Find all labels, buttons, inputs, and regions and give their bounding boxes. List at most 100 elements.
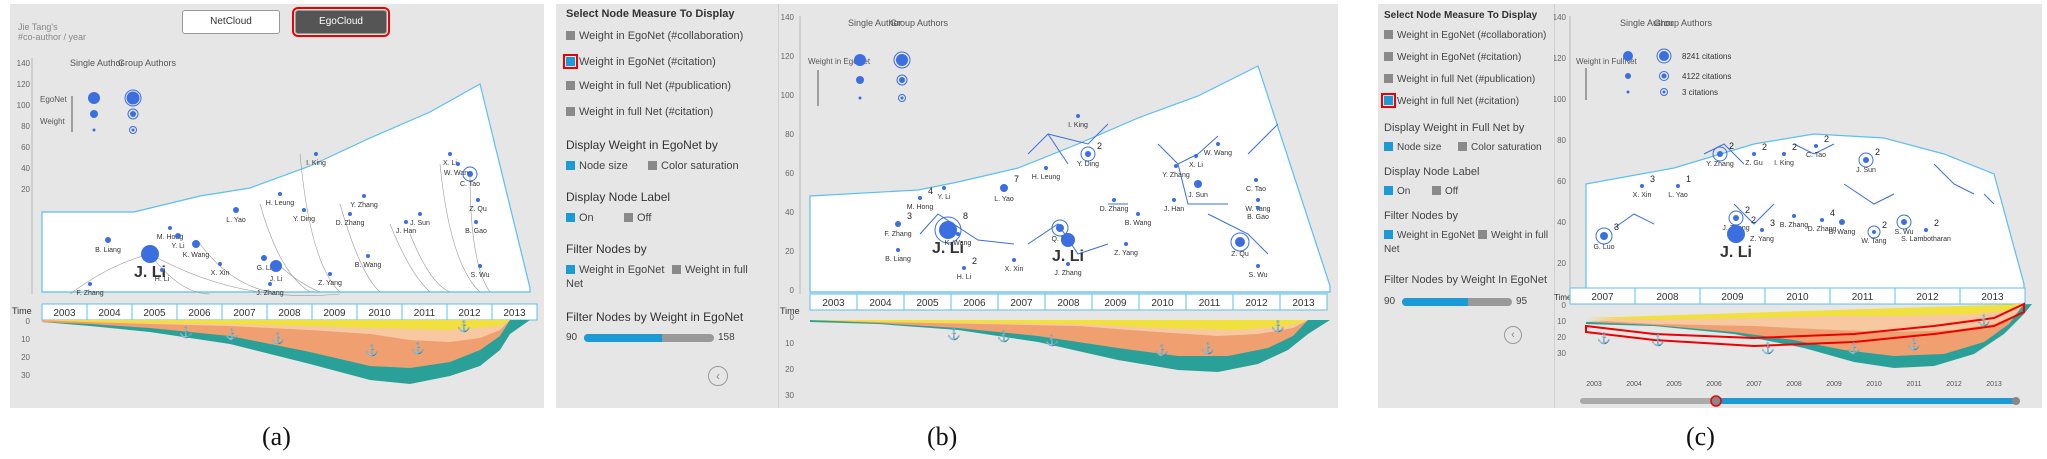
author-node[interactable] xyxy=(962,266,966,270)
collapse-icon-c[interactable]: ‹ xyxy=(1504,326,1522,344)
author-node[interactable] xyxy=(88,282,92,286)
netcloud-tab[interactable]: NetCloud xyxy=(182,10,280,34)
author-node[interactable] xyxy=(1066,262,1070,266)
author-node[interactable] xyxy=(1194,154,1198,158)
node-size-c[interactable]: Node size xyxy=(1384,142,1441,153)
author-node[interactable] xyxy=(1727,225,1745,243)
author-node[interactable] xyxy=(1782,152,1786,156)
author-node[interactable] xyxy=(1076,114,1080,118)
author-node[interactable] xyxy=(418,212,422,216)
range-handle-right-c[interactable] xyxy=(2012,397,2020,405)
opt2-b[interactable]: Weight in EgoNet (#citation) xyxy=(563,54,716,69)
author-node[interactable] xyxy=(328,272,332,276)
author-node[interactable] xyxy=(314,152,318,156)
author-node[interactable] xyxy=(1194,180,1202,188)
author-node[interactable] xyxy=(362,194,366,198)
author-node[interactable] xyxy=(1172,198,1176,202)
author-node[interactable] xyxy=(895,221,901,227)
author-node[interactable] xyxy=(160,268,164,272)
collapse-icon-b[interactable]: ‹ xyxy=(708,366,728,386)
author-node[interactable] xyxy=(175,233,181,239)
author-node[interactable] xyxy=(233,207,239,213)
slider-fill-c[interactable] xyxy=(1402,298,1468,306)
author-node[interactable] xyxy=(1676,184,1680,188)
author-node[interactable] xyxy=(1000,184,1008,192)
author-node[interactable] xyxy=(1924,228,1928,232)
node-size-b[interactable]: Node size xyxy=(566,160,628,172)
author-node[interactable] xyxy=(1872,230,1876,234)
author-node[interactable] xyxy=(467,171,473,177)
author-node[interactable] xyxy=(1863,157,1869,163)
author-node[interactable] xyxy=(1839,219,1845,225)
author-node[interactable] xyxy=(278,192,282,196)
color-sat-b[interactable]: Color saturation xyxy=(648,160,739,172)
author-node[interactable] xyxy=(1814,144,1818,148)
author-node[interactable] xyxy=(270,260,282,272)
author-node[interactable] xyxy=(1600,232,1608,240)
author-node[interactable] xyxy=(105,237,111,243)
author-node[interactable] xyxy=(1752,152,1756,156)
author-node[interactable] xyxy=(1061,233,1075,247)
author-node[interactable] xyxy=(1256,206,1260,210)
author-node[interactable] xyxy=(192,240,200,248)
author-node[interactable] xyxy=(1733,215,1739,221)
author-node[interactable] xyxy=(942,186,946,190)
label-on-c[interactable]: On xyxy=(1384,186,1410,197)
slider-fill-b[interactable] xyxy=(584,334,662,342)
author-node[interactable] xyxy=(448,152,452,156)
author-node[interactable] xyxy=(1760,228,1764,232)
author-node[interactable] xyxy=(1901,219,1907,225)
author-node[interactable] xyxy=(1124,242,1128,246)
author-node[interactable] xyxy=(1820,218,1824,222)
opt4-c[interactable]: Weight in full Net (#citation) xyxy=(1381,93,1519,108)
egocloud-tab[interactable]: EgoCloud xyxy=(292,7,390,37)
author-node[interactable] xyxy=(1085,151,1091,157)
author-node[interactable] xyxy=(1717,151,1723,157)
label-off-b[interactable]: Off xyxy=(624,212,651,224)
range-handle-left-c[interactable] xyxy=(1710,395,1722,407)
author-node[interactable] xyxy=(474,220,478,224)
author-node[interactable] xyxy=(1792,214,1796,218)
author-node[interactable] xyxy=(268,282,272,286)
author-node[interactable] xyxy=(1640,184,1644,188)
author-node[interactable] xyxy=(1254,178,1258,182)
opt3-b[interactable]: Weight in full Net (#publication) xyxy=(566,80,731,92)
author-node[interactable] xyxy=(348,212,352,216)
author-node[interactable] xyxy=(478,264,482,268)
opt3-c[interactable]: Weight in full Net (#publication) xyxy=(1384,74,1535,85)
filter1-c[interactable]: Weight in EgoNet xyxy=(1384,230,1475,241)
author-node[interactable] xyxy=(366,254,370,258)
author-node[interactable] xyxy=(1174,164,1178,168)
author-node[interactable] xyxy=(896,248,900,252)
author-node[interactable] xyxy=(476,198,480,202)
opt1-c[interactable]: Weight in EgoNet (#collaboration) xyxy=(1384,30,1546,41)
author-node[interactable] xyxy=(1112,198,1116,202)
label-on-b[interactable]: On xyxy=(566,212,594,224)
filter2-c[interactable]: Weight in full xyxy=(1478,230,1548,241)
author-node[interactable] xyxy=(1256,198,1260,202)
author-node[interactable] xyxy=(1136,212,1140,216)
opt4-b[interactable]: Weight in full Net (#citation) xyxy=(566,106,713,118)
author-node[interactable] xyxy=(218,262,222,266)
author-node[interactable] xyxy=(141,245,159,263)
author-node[interactable] xyxy=(1216,142,1220,146)
filter1-b[interactable]: Weight in EgoNet xyxy=(566,264,664,276)
opt1-b[interactable]: Weight in EgoNet (#collaboration) xyxy=(566,30,743,42)
color-sat-c[interactable]: Color saturation xyxy=(1458,142,1542,153)
label-off-c[interactable]: Off xyxy=(1432,186,1458,197)
author-node[interactable] xyxy=(302,208,306,212)
author-node[interactable] xyxy=(918,196,922,200)
author-node[interactable] xyxy=(1256,264,1260,268)
author-node[interactable] xyxy=(1012,258,1016,262)
range-fill-c[interactable] xyxy=(1716,398,2016,404)
author-node[interactable] xyxy=(1044,166,1048,170)
author-node[interactable] xyxy=(1056,224,1064,232)
author-node[interactable] xyxy=(168,226,172,230)
author-node[interactable] xyxy=(956,232,960,236)
author-node[interactable] xyxy=(404,220,408,224)
opt2-c[interactable]: Weight in EgoNet (#citation) xyxy=(1384,52,1521,63)
author-node[interactable] xyxy=(261,255,267,261)
author-node[interactable] xyxy=(456,162,460,166)
author-node[interactable] xyxy=(1235,237,1245,247)
filter2-b[interactable]: Weight in full xyxy=(672,264,748,276)
